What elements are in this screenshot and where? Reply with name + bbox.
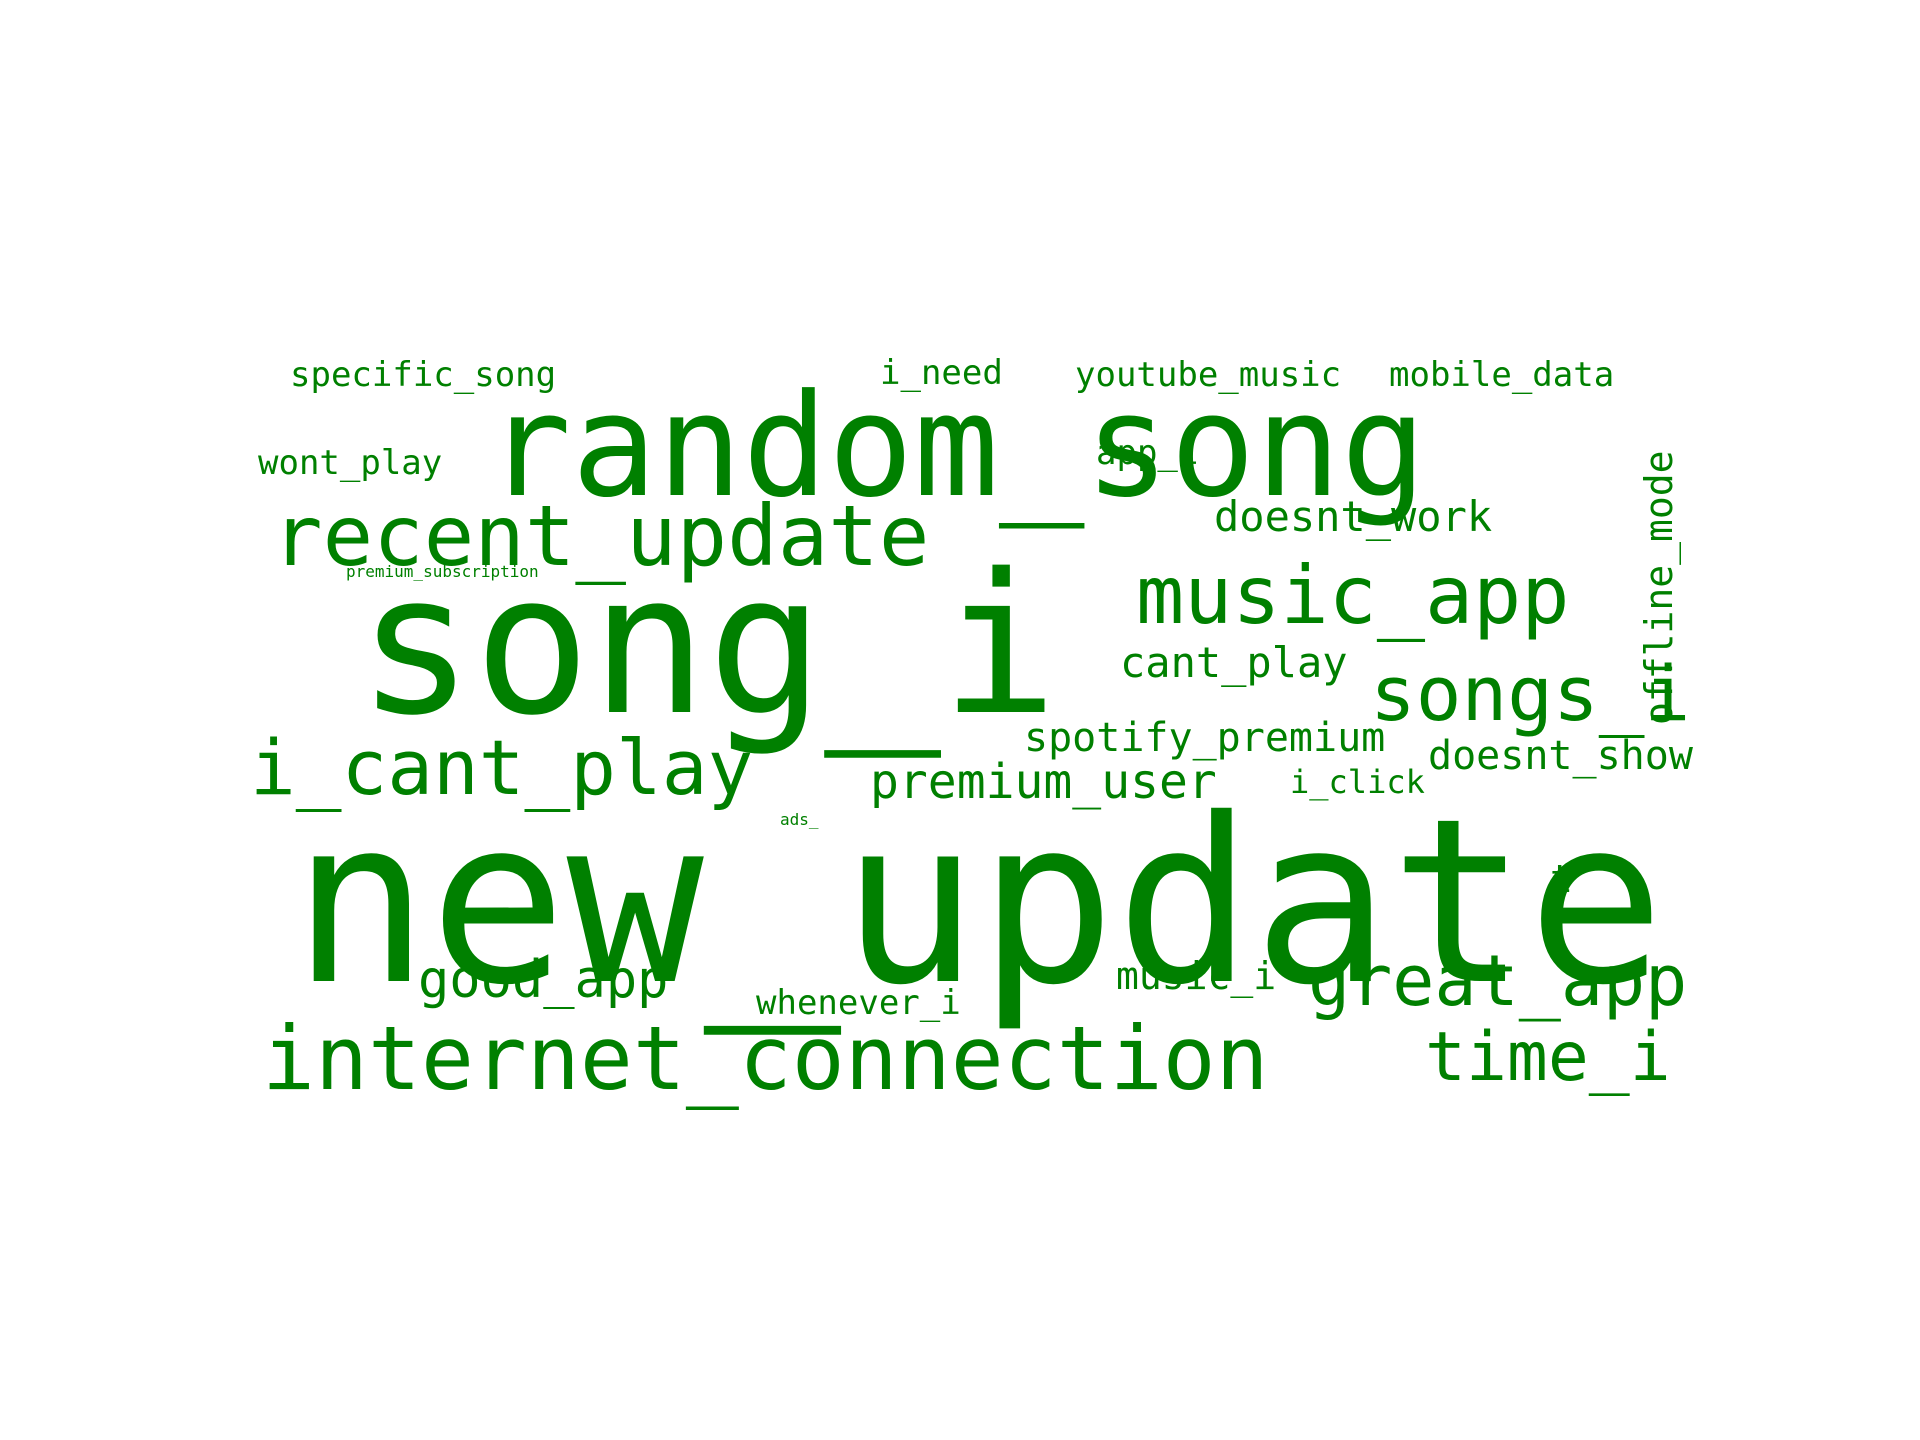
- word-specific-song: specific_song: [290, 355, 557, 395]
- word-ads: ads_: [780, 810, 819, 829]
- word-random-song: random_song: [486, 364, 1427, 529]
- word-youtube-music: youtube_music: [1075, 355, 1342, 395]
- word-wont-play: wont_play: [258, 443, 443, 483]
- word-song-i: song_i: [357, 532, 1058, 758]
- word-i-need: i_need: [880, 353, 1003, 393]
- word-internet-connection: internet_connection: [262, 1007, 1269, 1110]
- word-doesnt-show: doesnt_show: [1428, 733, 1693, 779]
- word-premium-user: premium_user: [870, 754, 1217, 810]
- word-music-i: music_i: [1116, 954, 1277, 998]
- word-songs-i: songs_i: [1370, 649, 1691, 738]
- word-i-cant-play: i_cant_play: [250, 723, 754, 812]
- word-spotify-premium: spotify_premium: [1024, 715, 1386, 761]
- word-whenever-i: whenever_i: [756, 983, 961, 1023]
- word-good-app: good_app: [418, 950, 669, 1010]
- word-offline-mode: offline_mode: [1637, 450, 1681, 725]
- word-music-app: music_app: [1136, 549, 1570, 642]
- word-recent-update: recent_update: [272, 487, 930, 585]
- word-mobile-data: mobile_data: [1389, 355, 1615, 395]
- word-i-click: i_click: [1290, 763, 1425, 801]
- word-new-update: new_update: [292, 769, 1665, 1035]
- word-app-i: app_i: [1096, 433, 1199, 473]
- word-doesnt-work: doesnt_work: [1214, 492, 1493, 541]
- word-cant-play: cant_play: [1120, 638, 1348, 687]
- word-premium-subscription: premium_subscription: [346, 562, 539, 581]
- word-t: t: [1550, 857, 1573, 901]
- word-great-app: great_app: [1308, 940, 1688, 1022]
- word-time-i: time_i: [1425, 1018, 1671, 1097]
